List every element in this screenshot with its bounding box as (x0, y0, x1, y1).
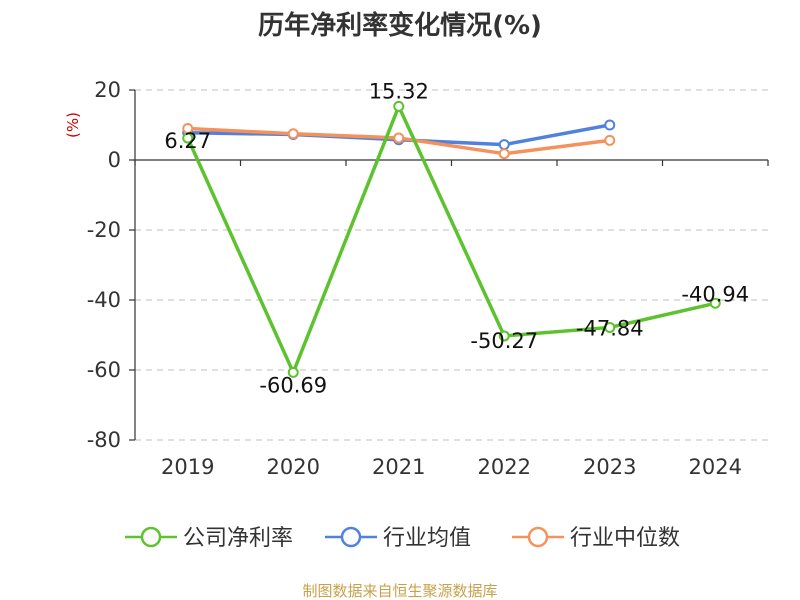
x-tick-label: 2021 (372, 455, 425, 479)
data-point (287, 366, 299, 378)
y-tick-label: -20 (87, 218, 121, 242)
legend-marker (140, 526, 162, 548)
data-label: -50.27 (470, 329, 538, 353)
x-tick-label: 2024 (689, 455, 742, 479)
data-point (393, 100, 405, 112)
data-label: -60.69 (259, 373, 327, 397)
x-tick-label: 2020 (267, 455, 320, 479)
data-label: -47.84 (576, 316, 644, 340)
data-point (182, 132, 194, 144)
data-point (393, 132, 405, 144)
data-label: 15.32 (369, 79, 429, 103)
axes: 20 0 -20 -40 -60 -80 2019 2020 2021 2022 2023 2024 (87, 78, 769, 479)
legend-marker (340, 526, 362, 548)
data-point (498, 330, 510, 342)
series-layer (182, 100, 721, 378)
data-point (498, 139, 510, 151)
data-label: 6.27 (164, 129, 211, 153)
y-tick-label: -40 (87, 288, 121, 312)
data-labels: 6.27 -60.69 15.32 -50.27 -47.84 -40.94 (164, 79, 749, 397)
data-point (604, 119, 616, 131)
data-point (498, 148, 510, 160)
legend-label: 公司净利率 (183, 526, 293, 551)
legend-label: 行业中位数 (570, 526, 680, 551)
y-tick-label: 0 (108, 148, 121, 172)
data-point (287, 128, 299, 140)
x-tick-label: 2019 (161, 455, 214, 479)
data-point (604, 134, 616, 146)
data-point (604, 321, 616, 333)
data-label: -40.94 (681, 282, 749, 306)
legend-marker (527, 526, 549, 548)
data-point (709, 297, 721, 309)
x-tick-label: 2023 (583, 455, 636, 479)
x-tick-label: 2022 (478, 455, 531, 479)
source-note: 制图数据来自恒生聚源数据库 (302, 582, 497, 600)
chart-title: 历年净利率变化情况(%) (258, 10, 542, 41)
legend: 公司净利率 行业均值 行业中位数 (125, 526, 680, 551)
series-line-0 (186, 104, 717, 375)
legend-label: 行业均值 (383, 526, 471, 551)
y-tick-label: -80 (87, 428, 121, 452)
y-tick-label: -60 (87, 358, 121, 382)
y-axis-unit-label: (%) (64, 112, 82, 138)
y-tick-label: 20 (94, 78, 121, 102)
